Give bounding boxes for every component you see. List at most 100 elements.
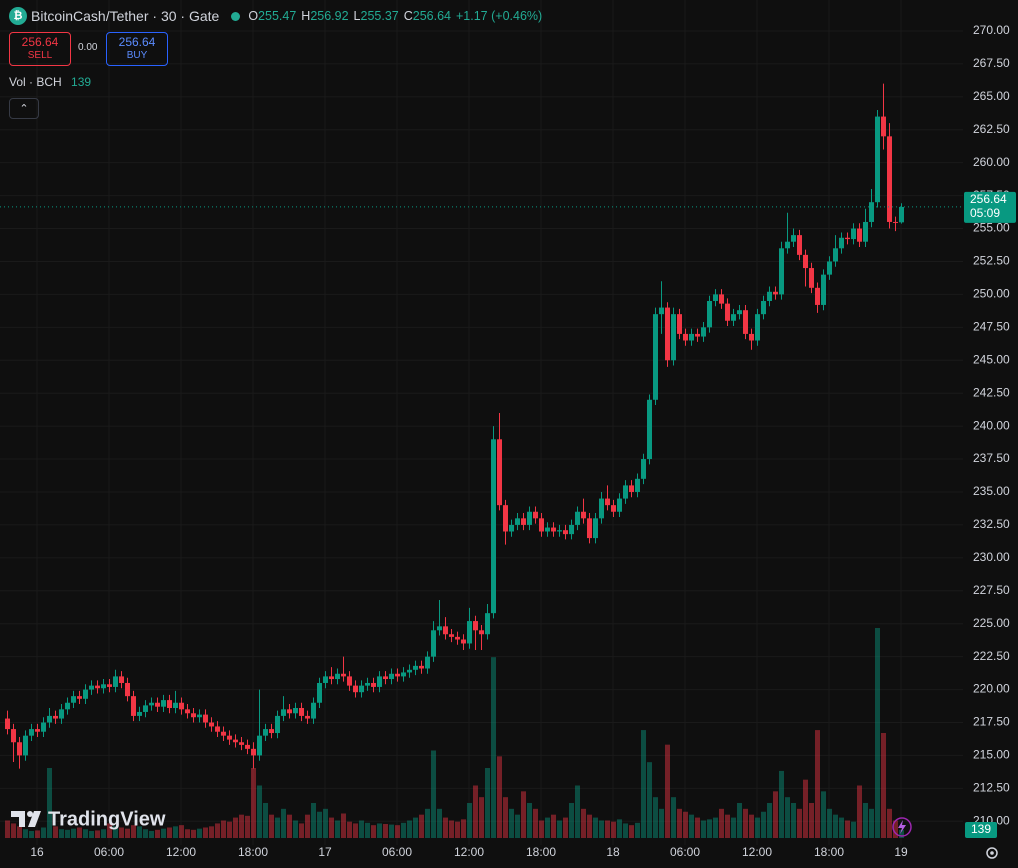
x-tick-label: 16 <box>30 845 44 859</box>
candle-body <box>329 676 334 680</box>
volume-bar <box>593 817 598 838</box>
volume-bar <box>371 825 376 838</box>
y-tick-label: 220.00 <box>973 682 1010 696</box>
market-status <box>231 11 241 21</box>
candle-body <box>575 511 580 525</box>
spread: 0.00 <box>78 42 98 53</box>
candle-body <box>437 626 442 631</box>
close-key: C <box>403 9 413 23</box>
volume-bar <box>137 826 142 838</box>
volume-bar <box>485 768 490 838</box>
volume-bar <box>431 750 436 838</box>
candle-body <box>731 314 736 321</box>
candle-body <box>767 291 772 301</box>
candle-body <box>647 399 652 460</box>
volume-bar <box>449 820 454 838</box>
volume-bar <box>11 823 16 838</box>
candle-body <box>551 527 556 532</box>
candle-body <box>443 626 448 635</box>
x-tick-label: 12:00 <box>166 845 196 859</box>
candle-body <box>353 685 358 693</box>
volume-bar <box>41 827 46 838</box>
candle-body <box>83 689 88 699</box>
candle-body <box>167 700 172 709</box>
candle-body <box>773 291 778 295</box>
volume-bar <box>647 762 652 838</box>
candle-body <box>617 498 622 512</box>
candle-body <box>851 228 856 240</box>
volume-bar <box>281 808 286 838</box>
candle-body <box>161 700 166 707</box>
candle-body <box>101 684 106 689</box>
candle-body <box>701 327 706 337</box>
x-tick-label: 19 <box>894 845 908 859</box>
x-tick-label: 06:00 <box>94 845 124 859</box>
volume-bar <box>701 820 706 838</box>
volume-bar <box>305 814 310 838</box>
volume-bar <box>677 808 682 838</box>
candle-body <box>59 709 64 719</box>
candle-body <box>185 709 190 714</box>
volume-bar <box>365 822 370 838</box>
candle-body <box>533 511 538 519</box>
y-tick-label: 262.50 <box>973 122 1010 136</box>
candle-body <box>179 702 184 710</box>
candle-body <box>341 673 346 677</box>
candle-body <box>659 307 664 315</box>
volume-bar <box>89 831 94 838</box>
y-tick-label: 217.50 <box>973 715 1010 729</box>
volume-bar <box>251 768 256 838</box>
x-tick-label: 17 <box>318 845 332 859</box>
candle-body <box>317 682 322 703</box>
volume-bar <box>77 827 82 838</box>
candle-body <box>587 518 592 539</box>
candle-body <box>479 630 484 635</box>
buy-button[interactable]: 256.64 BUY <box>106 32 168 66</box>
candle-body <box>203 714 208 723</box>
candle-body <box>539 518 544 532</box>
lightning-button[interactable] <box>892 817 912 837</box>
buy-label: BUY <box>126 50 148 61</box>
candle-body <box>419 665 424 669</box>
volume-bar <box>359 820 364 838</box>
candle-body <box>281 709 286 716</box>
candle-body <box>239 742 244 745</box>
volume-bar <box>161 828 166 838</box>
candle-body <box>425 656 430 669</box>
volume-bar <box>239 814 244 838</box>
volume-bar <box>215 823 220 838</box>
volume-bar <box>263 803 268 838</box>
volume-bar <box>329 817 334 838</box>
volume-bar <box>815 730 820 838</box>
volume-bar <box>767 803 772 838</box>
volume-bar <box>287 814 292 838</box>
candle-body <box>737 310 742 315</box>
y-tick-label: 232.50 <box>973 517 1010 531</box>
volume-bar <box>725 814 730 838</box>
sell-button[interactable]: 256.64 SELL <box>9 32 71 66</box>
volume-bar <box>389 824 394 838</box>
axes: 210.00212.50215.00217.50220.00222.50225.… <box>0 23 1016 859</box>
volume-bar <box>851 821 856 838</box>
collapse-button[interactable]: ⌃ <box>9 98 39 119</box>
settings-button[interactable] <box>986 847 998 859</box>
x-tick-label: 18:00 <box>814 845 844 859</box>
candle-body <box>785 241 790 249</box>
volume-bar <box>419 814 424 838</box>
volume-bar <box>149 831 154 838</box>
last-price-label: 256.64 <box>970 192 1007 206</box>
x-tick-label: 06:00 <box>382 845 412 859</box>
change: +1.17 (+0.46%) <box>456 9 543 23</box>
y-tick-label: 212.50 <box>973 781 1010 795</box>
candle-body <box>557 530 562 532</box>
candle-body <box>473 621 478 631</box>
candle-body <box>77 696 82 699</box>
sell-label: SELL <box>27 50 53 61</box>
candle-body <box>251 748 256 756</box>
candle-body <box>509 524 514 532</box>
volume-bar <box>347 821 352 838</box>
volume-bar <box>383 824 388 838</box>
volume-bar <box>59 829 64 838</box>
candle-body <box>899 206 904 223</box>
candle-body <box>725 303 730 321</box>
